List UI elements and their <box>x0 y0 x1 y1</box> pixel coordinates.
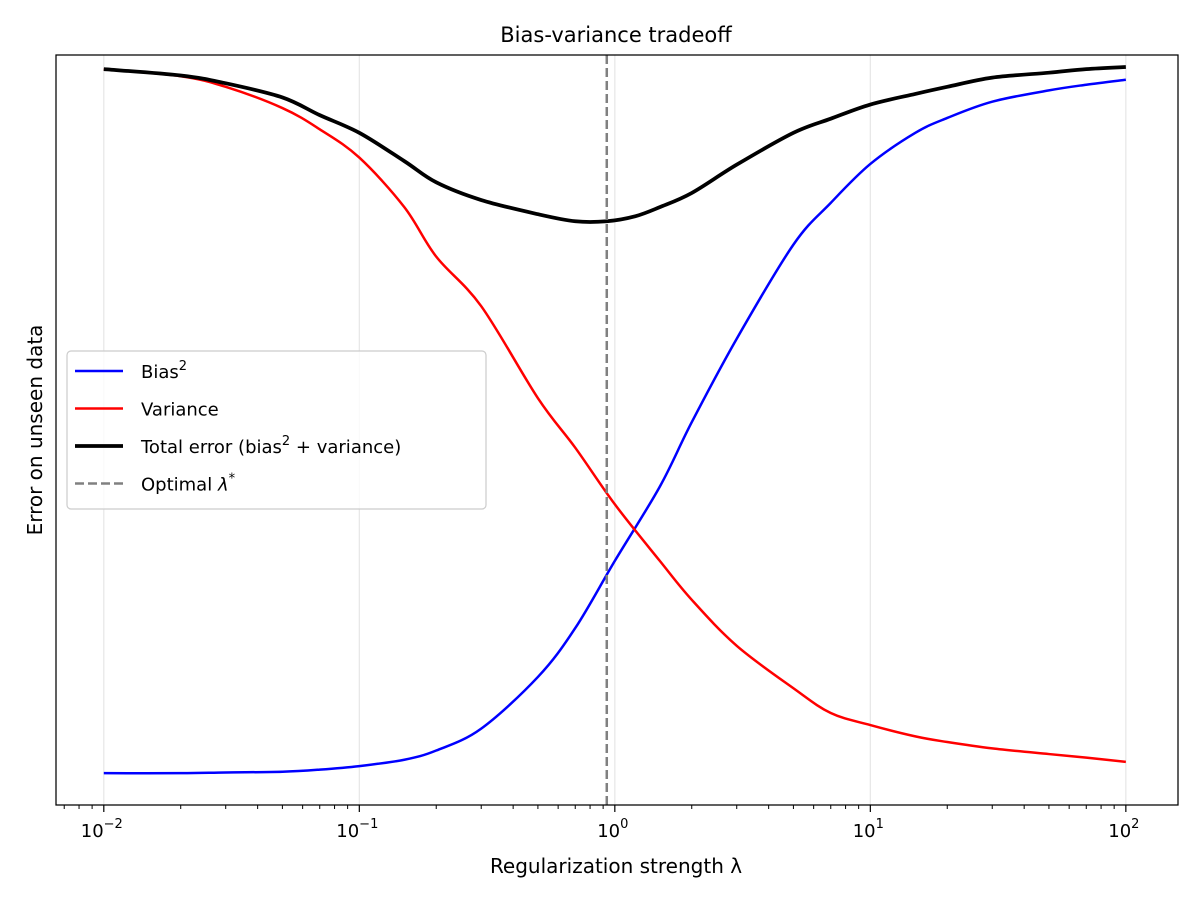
x-tick-label-1: 10−1 <box>336 817 378 842</box>
plot-frame <box>55 54 1179 806</box>
x-tick-label-4: 102 <box>1108 817 1139 842</box>
chart-title: Bias-variance tradeoff <box>500 23 732 47</box>
grid-lines <box>103 55 1127 805</box>
x-axis-label: Regularization strength λ <box>490 854 742 878</box>
bias-squared-line <box>103 78 1127 775</box>
legend-entry-total-error-label: Total error (bias2 + variance) <box>140 434 401 458</box>
legend-entry-variance-label: Variance <box>141 400 219 421</box>
series-lines <box>103 55 1127 805</box>
x-tick-label-3: 101 <box>853 817 884 842</box>
y-axis-label: Error on unseen data <box>23 325 47 536</box>
variance-line <box>103 67 1126 764</box>
x-tick-label-2: 100 <box>597 817 628 842</box>
x-tick-label-0: 10−2 <box>81 817 123 842</box>
legend-box <box>66 350 487 510</box>
x-axis-ticks: 10−2 10−1 100 101 102 <box>63 805 1139 842</box>
legend-entry-optimal-lambda-label: Optimal λ* <box>141 472 236 496</box>
total-error-line <box>103 65 1126 224</box>
